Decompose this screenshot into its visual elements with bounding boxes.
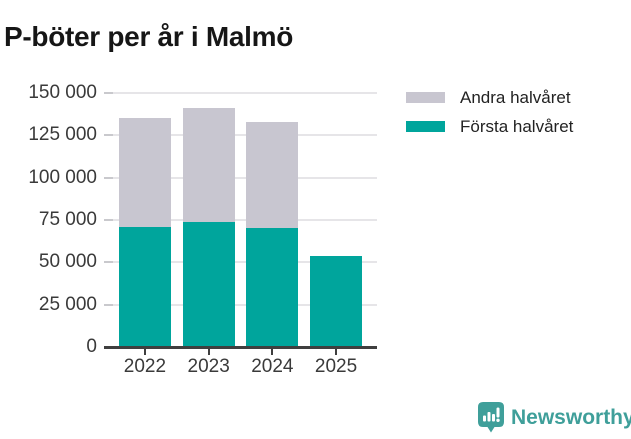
y-axis-tick-label: 150 000 — [28, 82, 97, 103]
legend-item: Andra halvåret — [406, 87, 573, 108]
x-axis-labels: 2022 2023 2024 2025 — [104, 356, 377, 380]
chart-title: P-böter per år i Malmö — [4, 20, 294, 52]
newsworthy-logo[interactable]: Newsworthy — [478, 402, 631, 433]
bar-segment-second_half-2024 — [246, 121, 299, 228]
gridline — [104, 92, 377, 94]
bar-segment-second_half-2023 — [182, 108, 235, 222]
y-axis-tick-label: 100 000 — [28, 166, 97, 188]
y-tick-mark — [104, 261, 113, 264]
bar-group-2022 — [118, 93, 171, 347]
x-axis-tick-label: 2024 — [251, 356, 294, 377]
x-axis-line — [104, 346, 377, 349]
bar-group-2023 — [182, 93, 235, 347]
bar-segment-first_half-2025 — [310, 255, 363, 347]
y-tick-mark — [104, 134, 113, 137]
x-tick-mark — [335, 349, 338, 355]
x-axis-tick-label: 2022 — [123, 356, 167, 377]
y-tick-mark — [104, 303, 113, 306]
legend-swatch-first_half — [406, 121, 445, 132]
gridline — [104, 176, 377, 179]
y-axis-labels: 0 25 000 50 000 75 000 100 000 125 000 150 000 — [0, 83, 97, 357]
gridline — [104, 219, 377, 221]
brand-name: Newsworthy — [511, 405, 631, 429]
bar-segment-first_half-2023 — [182, 221, 235, 347]
x-axis-tick-label: 2023 — [187, 356, 230, 377]
y-axis-tick-label: 125 000 — [28, 124, 97, 146]
newsworthy-bubble-icon — [478, 402, 504, 433]
y-axis-tick-label: 75 000 — [38, 209, 97, 230]
chart-legend: Andra halvåret Första halvåret — [406, 87, 573, 145]
mini-bar-chart-icon — [483, 407, 500, 422]
y-tick-mark — [104, 176, 113, 179]
gridline — [104, 303, 377, 306]
y-tick-mark — [104, 219, 113, 221]
x-axis-tick-label: 2025 — [314, 356, 358, 377]
legend-label: Andra halvåret — [460, 87, 571, 107]
bar-group-2025 — [310, 93, 363, 347]
legend-swatch-second_half — [406, 92, 445, 103]
bubble-shape — [478, 402, 504, 433]
x-tick-mark — [207, 349, 210, 355]
bar-segment-first_half-2024 — [246, 227, 299, 347]
plot-area — [104, 92, 377, 355]
bar-segment-second_half-2022 — [118, 118, 171, 227]
x-tick-mark — [271, 349, 274, 355]
y-tick-mark — [104, 92, 113, 94]
y-axis-tick-label: 50 000 — [38, 251, 97, 273]
gridline — [104, 261, 377, 264]
gridline — [104, 134, 377, 137]
y-axis-tick-label: 0 — [86, 336, 97, 357]
y-axis-tick-label: 25 000 — [38, 293, 97, 315]
x-tick-mark — [143, 349, 146, 355]
bar-group-2024 — [246, 93, 299, 347]
legend-label: Första halvåret — [460, 116, 574, 136]
bar-segment-first_half-2022 — [118, 226, 171, 347]
legend-item: Första halvåret — [406, 116, 573, 137]
